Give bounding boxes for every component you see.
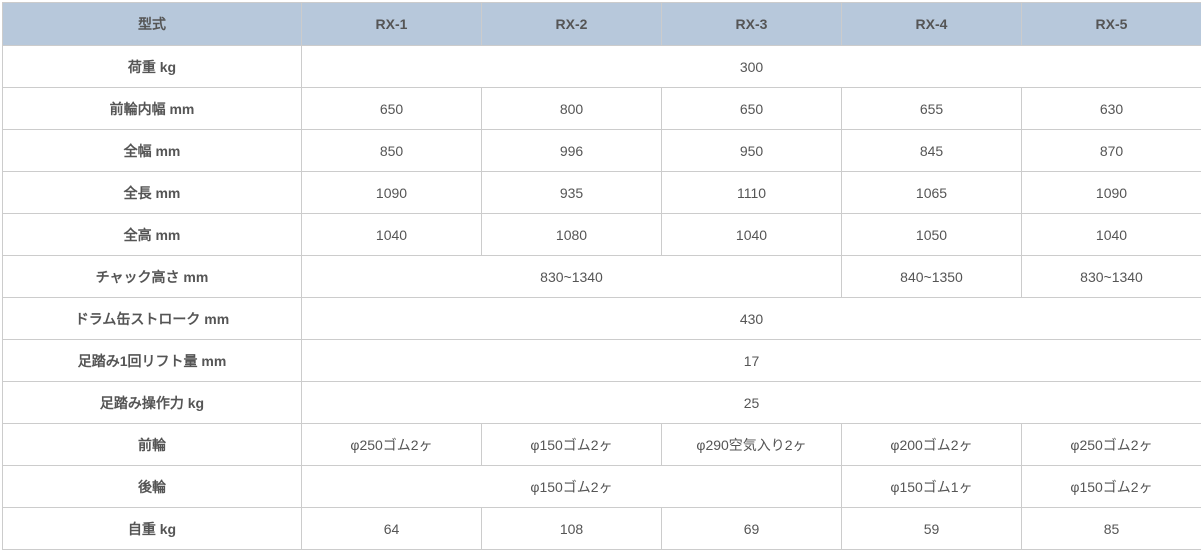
row-label-cell: 前輪内幅 mm: [3, 88, 302, 130]
table-row: チャック高さ mm830~1340840~1350830~1340: [3, 256, 1201, 298]
row-label-cell: 自重 kg: [3, 508, 302, 550]
data-cell: 996: [482, 130, 662, 172]
data-cell: 1080: [482, 214, 662, 256]
data-cell: 650: [662, 88, 842, 130]
row-label-cell: 全幅 mm: [3, 130, 302, 172]
table-row: 前輪φ250ゴム2ヶφ150ゴム2ヶφ290空気入り2ヶφ200ゴム2ヶφ250…: [3, 424, 1201, 466]
header-model-cell: RX-3: [662, 3, 842, 46]
row-label-cell: 全長 mm: [3, 172, 302, 214]
table-row: 全幅 mm850996950845870: [3, 130, 1201, 172]
data-cell: 300: [302, 46, 1201, 88]
data-cell: 850: [302, 130, 482, 172]
row-label-cell: ドラム缶ストローク mm: [3, 298, 302, 340]
table-header-row: 型式 RX-1 RX-2 RX-3 RX-4 RX-5: [3, 3, 1201, 46]
data-cell: 830~1340: [302, 256, 842, 298]
header-model-cell: RX-5: [1022, 3, 1201, 46]
data-cell: 650: [302, 88, 482, 130]
data-cell: φ150ゴム2ヶ: [1022, 466, 1201, 508]
row-label-cell: 前輪: [3, 424, 302, 466]
data-cell: 840~1350: [842, 256, 1022, 298]
row-label-cell: 全高 mm: [3, 214, 302, 256]
table-row: ドラム缶ストローク mm430: [3, 298, 1201, 340]
spec-table: 型式 RX-1 RX-2 RX-3 RX-4 RX-5 荷重 kg300前輪内幅…: [2, 2, 1201, 550]
header-model-cell: RX-2: [482, 3, 662, 46]
data-cell: 1090: [1022, 172, 1201, 214]
table-row: 全長 mm1090935111010651090: [3, 172, 1201, 214]
data-cell: 1040: [1022, 214, 1201, 256]
data-cell: φ250ゴム2ヶ: [1022, 424, 1201, 466]
row-label-cell: 荷重 kg: [3, 46, 302, 88]
data-cell: 1040: [662, 214, 842, 256]
data-cell: φ150ゴム2ヶ: [302, 466, 842, 508]
row-label-cell: 足踏み操作力 kg: [3, 382, 302, 424]
data-cell: 85: [1022, 508, 1201, 550]
row-label-cell: 後輪: [3, 466, 302, 508]
data-cell: φ200ゴム2ヶ: [842, 424, 1022, 466]
data-cell: 870: [1022, 130, 1201, 172]
data-cell: 430: [302, 298, 1201, 340]
row-label-cell: チャック高さ mm: [3, 256, 302, 298]
data-cell: 1110: [662, 172, 842, 214]
table-row: 足踏み1回リフト量 mm17: [3, 340, 1201, 382]
header-label-cell: 型式: [3, 3, 302, 46]
table-row: 前輪内幅 mm650800650655630: [3, 88, 1201, 130]
data-cell: 830~1340: [1022, 256, 1201, 298]
data-cell: 845: [842, 130, 1022, 172]
row-label-cell: 足踏み1回リフト量 mm: [3, 340, 302, 382]
data-cell: 935: [482, 172, 662, 214]
data-cell: φ150ゴム2ヶ: [482, 424, 662, 466]
data-cell: 1090: [302, 172, 482, 214]
data-cell: 1040: [302, 214, 482, 256]
data-cell: 108: [482, 508, 662, 550]
data-cell: 1065: [842, 172, 1022, 214]
data-cell: φ250ゴム2ヶ: [302, 424, 482, 466]
table-row: 荷重 kg300: [3, 46, 1201, 88]
table-row: 後輪φ150ゴム2ヶφ150ゴム1ヶφ150ゴム2ヶ: [3, 466, 1201, 508]
data-cell: 800: [482, 88, 662, 130]
data-cell: 25: [302, 382, 1201, 424]
header-model-cell: RX-4: [842, 3, 1022, 46]
table-row: 自重 kg64108695985: [3, 508, 1201, 550]
data-cell: 69: [662, 508, 842, 550]
data-cell: 17: [302, 340, 1201, 382]
data-cell: 59: [842, 508, 1022, 550]
data-cell: 950: [662, 130, 842, 172]
data-cell: φ290空気入り2ヶ: [662, 424, 842, 466]
data-cell: 655: [842, 88, 1022, 130]
table-row: 足踏み操作力 kg25: [3, 382, 1201, 424]
data-cell: 1050: [842, 214, 1022, 256]
data-cell: φ150ゴム1ヶ: [842, 466, 1022, 508]
data-cell: 630: [1022, 88, 1201, 130]
table-row: 全高 mm10401080104010501040: [3, 214, 1201, 256]
table-body: 荷重 kg300前輪内幅 mm650800650655630全幅 mm85099…: [3, 46, 1201, 550]
data-cell: 64: [302, 508, 482, 550]
header-model-cell: RX-1: [302, 3, 482, 46]
